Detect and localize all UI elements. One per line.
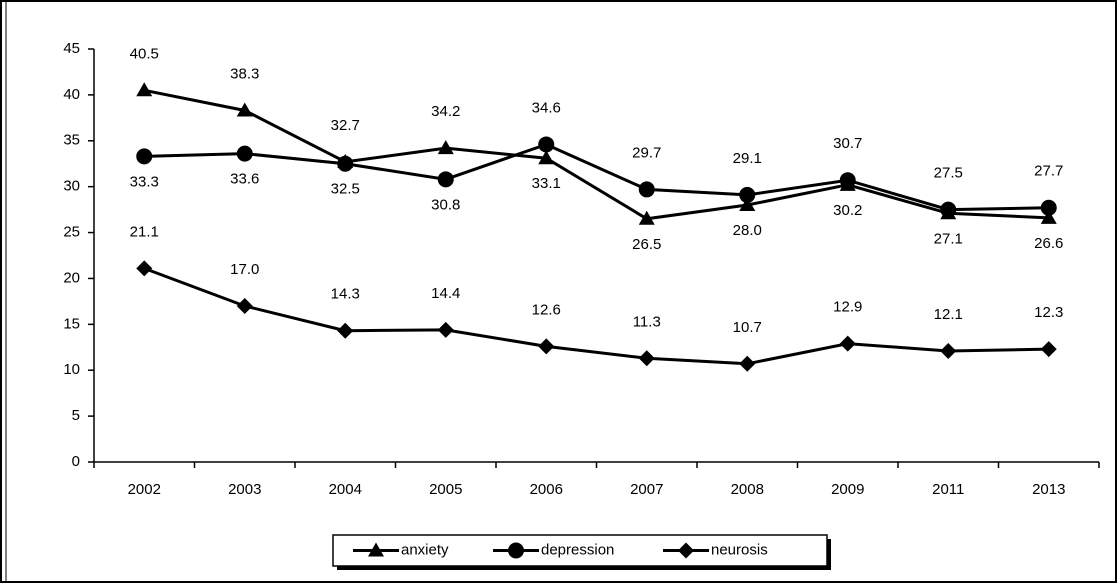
- y-tick-label: 10: [63, 361, 80, 378]
- legend: [332, 534, 828, 567]
- point: [538, 136, 555, 153]
- data-label: 32.7: [331, 117, 360, 134]
- x-tick-label: 2008: [731, 481, 764, 498]
- legend-label: neurosis: [711, 541, 768, 558]
- point: [538, 150, 555, 165]
- data-label: 34.6: [532, 99, 561, 116]
- point: [940, 201, 957, 218]
- point: [940, 342, 957, 359]
- point: [839, 172, 856, 189]
- x-tick-label: 2013: [1032, 481, 1065, 498]
- point: [136, 260, 153, 277]
- series-line: [144, 142, 1049, 212]
- series-line: [143, 266, 1049, 366]
- point: [739, 197, 756, 212]
- y-tick-label: 5: [72, 407, 80, 424]
- data-label: 21.1: [130, 223, 159, 240]
- data-label: 33.3: [130, 173, 159, 190]
- point: [1040, 199, 1057, 216]
- y-tick-label: 25: [63, 224, 80, 241]
- legend-label: anxiety: [401, 541, 449, 558]
- x-tick-label: 2004: [329, 481, 362, 498]
- data-label: 10.7: [733, 319, 762, 336]
- point: [437, 171, 454, 188]
- series-line: [143, 88, 1049, 221]
- y-tick-label: 20: [63, 269, 80, 286]
- data-label: 27.1: [934, 230, 963, 247]
- x-tick-label: 2009: [831, 481, 864, 498]
- data-label: 34.2: [431, 103, 460, 120]
- data-label: 30.8: [431, 196, 460, 213]
- data-label: 30.7: [833, 135, 862, 152]
- point: [236, 102, 253, 117]
- point: [337, 322, 354, 339]
- legend-marker: [678, 542, 694, 559]
- point: [638, 210, 655, 225]
- point: [839, 335, 856, 352]
- data-label: 14.3: [331, 286, 360, 303]
- data-label: 33.1: [532, 175, 561, 192]
- data-label: 30.2: [833, 202, 862, 219]
- point: [136, 82, 153, 97]
- data-label: 27.7: [1034, 163, 1063, 180]
- y-tick-label: 40: [63, 86, 80, 103]
- x-tick-label: 2006: [530, 481, 563, 498]
- point: [538, 338, 555, 355]
- point: [638, 350, 655, 367]
- data-label: 28.0: [733, 222, 762, 239]
- data-label: 29.7: [632, 144, 661, 161]
- point: [1040, 209, 1057, 224]
- y-tick-label: 35: [63, 132, 80, 149]
- data-label: 26.5: [632, 236, 661, 253]
- point: [136, 148, 153, 165]
- data-label: 26.6: [1034, 235, 1063, 252]
- data-label: 33.6: [230, 171, 259, 188]
- point: [236, 145, 253, 162]
- data-label: 12.6: [532, 301, 561, 318]
- x-tick-label: 2007: [630, 481, 663, 498]
- point: [638, 181, 655, 198]
- data-label: 32.5: [331, 181, 360, 198]
- legend-label: depression: [541, 541, 614, 558]
- y-tick-label: 15: [63, 315, 80, 332]
- x-tick-label: 2005: [429, 481, 462, 498]
- legend-marker: [508, 542, 524, 559]
- legend-marker: [368, 542, 384, 557]
- point: [739, 355, 756, 372]
- x-tick-label: 2011: [932, 481, 964, 498]
- data-label: 14.4: [431, 285, 460, 302]
- y-tick-label: 0: [72, 453, 80, 470]
- point: [236, 297, 253, 314]
- x-tick-label: 2002: [128, 481, 161, 498]
- x-tick-label: 2003: [228, 481, 261, 498]
- y-tick-label: 30: [63, 178, 80, 195]
- data-label: 11.3: [633, 313, 661, 330]
- point: [437, 321, 454, 338]
- point: [1040, 341, 1057, 358]
- data-label: 29.1: [733, 150, 762, 167]
- data-label: 12.9: [833, 299, 862, 316]
- point: [337, 155, 354, 172]
- data-label: 40.5: [130, 45, 159, 62]
- data-label: 17.0: [230, 261, 259, 278]
- point: [437, 140, 454, 155]
- data-label: 38.3: [230, 65, 259, 82]
- data-label: 27.5: [934, 165, 963, 182]
- y-tick-label: 45: [63, 40, 80, 57]
- data-label: 12.1: [934, 306, 963, 323]
- point: [739, 186, 756, 203]
- data-label: 12.3: [1034, 304, 1063, 321]
